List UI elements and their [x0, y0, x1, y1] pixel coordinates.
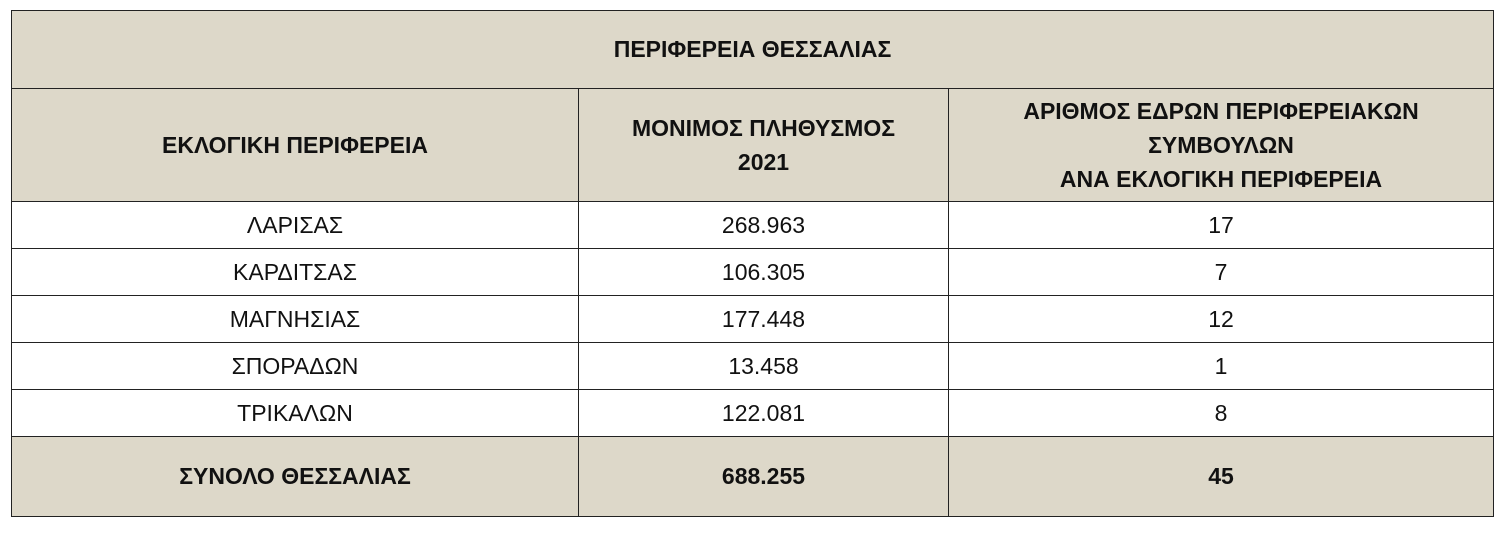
total-label: ΣΥΝΟΛΟ ΘΕΣΣΑΛΙΑΣ [11, 436, 579, 517]
cell-seats: 17 [947, 201, 1495, 249]
table-row: ΛΑΡΙΣΑΣ 268.963 17 [11, 201, 1495, 249]
table-total-row: ΣΥΝΟΛΟ ΘΕΣΣΑΛΙΑΣ 688.255 45 [11, 436, 1495, 517]
cell-region: ΜΑΓΝΗΣΙΑΣ [11, 295, 579, 343]
cell-seats: 7 [947, 248, 1495, 296]
header-population: ΜΟΝΙΜΟΣ ΠΛΗΘΥΣΜΟΣ 2021 [578, 88, 949, 202]
cell-seats: 1 [947, 342, 1495, 390]
cell-region: ΛΑΡΙΣΑΣ [11, 201, 579, 249]
table-title: ΠΕΡΙΦΕΡΕΙΑ ΘΕΣΣΑΛΙΑΣ [10, 10, 1495, 89]
total-seats: 45 [947, 436, 1495, 517]
table-row: ΣΠΟΡΑΔΩΝ 13.458 1 [11, 342, 1495, 390]
table-row: ΤΡΙΚΑΛΩΝ 122.081 8 [11, 389, 1495, 437]
cell-seats: 12 [947, 295, 1495, 343]
cell-region: ΣΠΟΡΑΔΩΝ [11, 342, 579, 390]
header-region: ΕΚΛΟΓΙΚΗ ΠΕΡΙΦΕΡΕΙΑ [11, 88, 579, 202]
cell-seats: 8 [947, 389, 1495, 437]
table-header-row: ΕΚΛΟΓΙΚΗ ΠΕΡΙΦΕΡΕΙΑ ΜΟΝΙΜΟΣ ΠΛΗΘΥΣΜΟΣ 20… [11, 88, 1495, 202]
cell-population: 122.081 [578, 389, 949, 437]
header-population-line1: ΜΟΝΙΜΟΣ ΠΛΗΘΥΣΜΟΣ [631, 115, 896, 141]
table-row: ΚΑΡΔΙΤΣΑΣ 106.305 7 [11, 248, 1495, 296]
table-title-row: ΠΕΡΙΦΕΡΕΙΑ ΘΕΣΣΑΛΙΑΣ [10, 10, 1495, 89]
header-seats-line2: ΣΥΜΒΟΥΛΩΝ [1148, 132, 1294, 158]
header-seats-line1: ΑΡΙΘΜΟΣ ΕΔΡΩΝ ΠΕΡΙΦΕΡΕΙΑΚΩΝ [1023, 98, 1419, 124]
cell-population: 106.305 [578, 248, 949, 296]
header-population-line2: 2021 [737, 149, 790, 175]
thessaly-region-table: ΠΕΡΙΦΕΡΕΙΑ ΘΕΣΣΑΛΙΑΣ ΕΚΛΟΓΙΚΗ ΠΕΡΙΦΕΡΕΙΑ… [10, 10, 1495, 517]
header-seats-line3: ΑΝΑ ΕΚΛΟΓΙΚΗ ΠΕΡΙΦΕΡΕΙΑ [1059, 166, 1383, 192]
cell-population: 177.448 [578, 295, 949, 343]
header-seats: ΑΡΙΘΜΟΣ ΕΔΡΩΝ ΠΕΡΙΦΕΡΕΙΑΚΩΝ ΣΥΜΒΟΥΛΩΝ ΑΝ… [947, 88, 1495, 202]
table-row: ΜΑΓΝΗΣΙΑΣ 177.448 12 [11, 295, 1495, 343]
total-population: 688.255 [578, 436, 949, 517]
cell-population: 13.458 [578, 342, 949, 390]
cell-region: ΤΡΙΚΑΛΩΝ [11, 389, 579, 437]
cell-region: ΚΑΡΔΙΤΣΑΣ [11, 248, 579, 296]
cell-population: 268.963 [578, 201, 949, 249]
